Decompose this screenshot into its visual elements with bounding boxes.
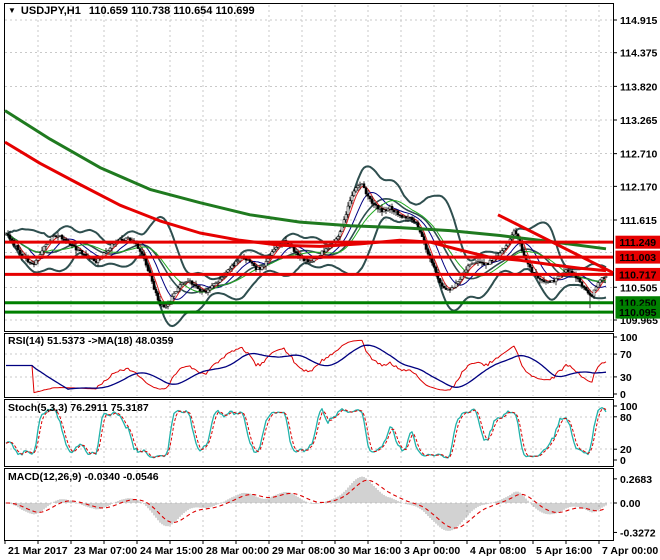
price-axis-label: 112.710	[620, 149, 658, 161]
stochastic-axis-label: 20	[620, 444, 632, 456]
price-axis-label: 114.915	[620, 15, 658, 27]
macd-axis: 0.2683 0.00 -0.3272	[613, 474, 656, 539]
price-axis-label: 113.265	[620, 115, 658, 127]
price-axis: 114.915 114.375 113.820 113.265 112.710 112.1…	[613, 15, 660, 327]
support-resistance-levels	[5, 240, 613, 314]
rsi-axis-label: 30	[620, 372, 632, 384]
stochastic-axis-label: 100	[620, 401, 638, 413]
stochastic-axis-label: 0	[620, 455, 626, 467]
main-panel[interactable]	[4, 3, 614, 332]
time-axis-label: 7 Apr 00:00	[602, 545, 658, 557]
slow-moving-averages	[4, 109, 607, 273]
price-axis-label: 112.170	[620, 181, 658, 193]
time-axis-label: 3 Apr 00:00	[404, 545, 460, 557]
rsi-axis-label: 70	[620, 349, 632, 361]
stochastic-panel[interactable]	[4, 399, 614, 467]
time-axis: 21 Mar 2017 23 Mar 07:00 24 Mar 15:00 28 Ma…	[4, 540, 658, 557]
svg-text:110.717: 110.717	[619, 269, 657, 281]
time-axis-label: 5 Apr 16:00	[536, 545, 592, 557]
macd-plot	[6, 476, 607, 531]
level-price-tag: 110.717	[615, 267, 660, 281]
macd-axis-label: -0.3272	[620, 527, 656, 539]
rsi-plot	[6, 339, 607, 394]
rsi-axis-label: 100	[620, 332, 638, 344]
time-axis-label: 21 Mar 2017	[8, 545, 68, 557]
price-axis-label: 114.375	[620, 48, 658, 60]
svg-text:111.003: 111.003	[619, 252, 656, 264]
time-axis-label: 24 Mar 15:00	[140, 545, 203, 557]
price-axis-label: 111.615	[620, 215, 657, 227]
time-axis-label: 30 Mar 16:00	[338, 545, 401, 557]
level-price-tag: 110.095	[615, 305, 660, 319]
stochastic-plot	[5, 407, 607, 459]
time-axis-label: 29 Mar 08:00	[272, 545, 335, 557]
time-axis-label: 23 Mar 07:00	[74, 545, 137, 557]
rsi-axis: 100 70 30 0	[613, 332, 638, 401]
descending-trendline	[497, 213, 614, 275]
time-axis-label: 28 Mar 00:00	[206, 545, 269, 557]
svg-text:110.095: 110.095	[619, 307, 657, 319]
macd-axis-label: 0.00	[620, 498, 641, 510]
svg-text:111.249: 111.249	[619, 237, 656, 249]
level-price-tag: 111.249	[615, 235, 660, 249]
rsi-axis-label: 0	[620, 389, 626, 401]
stochastic-axis-label: 80	[620, 412, 632, 424]
price-axis-label: 110.505	[620, 282, 658, 294]
price-axis-label: 113.820	[620, 81, 658, 93]
level-price-tag: 111.003	[615, 250, 660, 264]
macd-axis-label: 0.2683	[620, 474, 652, 486]
time-axis-label: 4 Apr 08:00	[470, 545, 526, 557]
